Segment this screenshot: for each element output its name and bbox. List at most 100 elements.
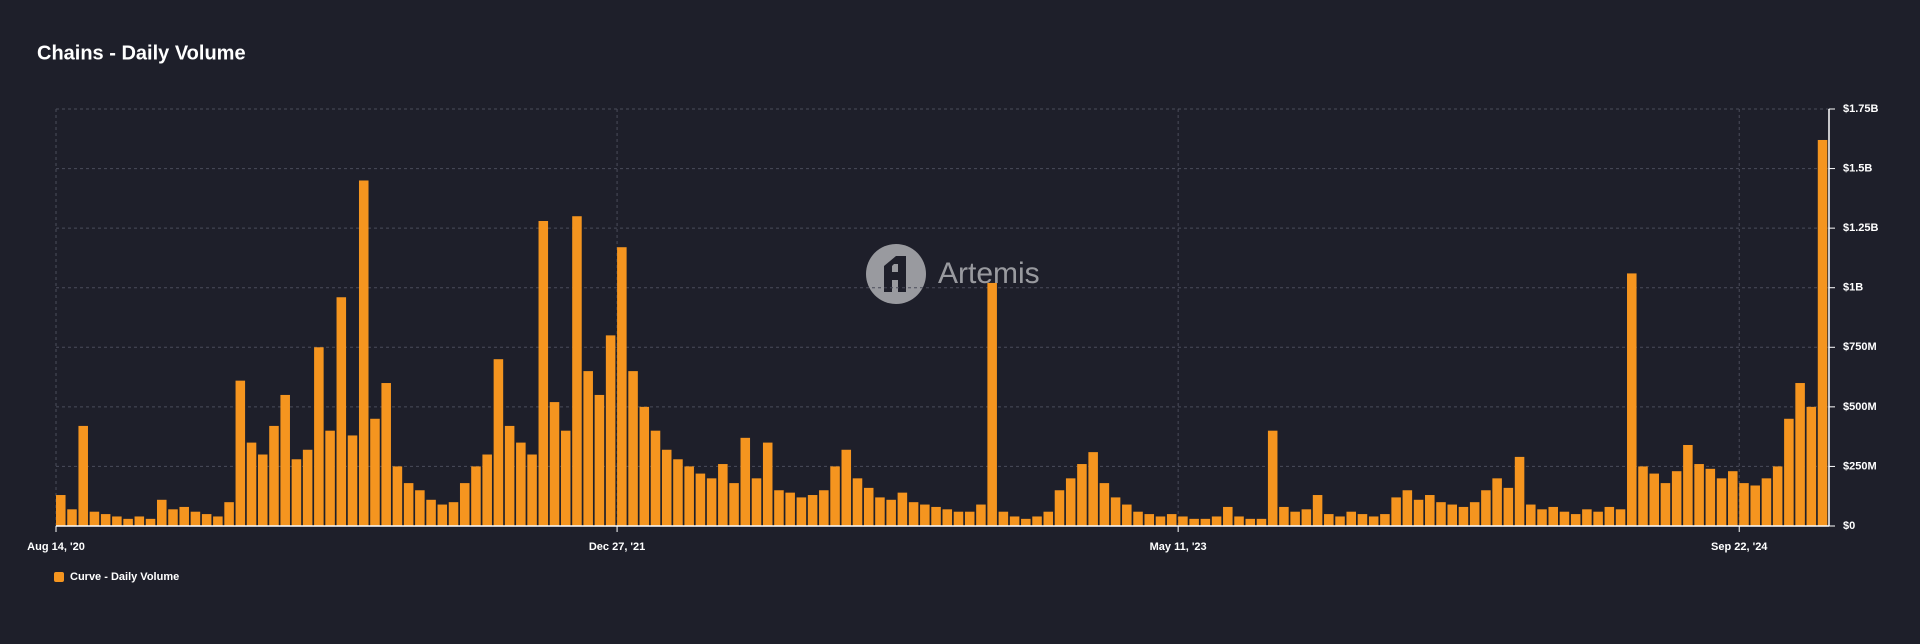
bar (953, 511, 964, 526)
bar (1290, 511, 1300, 526)
bar (1346, 511, 1357, 526)
bar (1380, 514, 1390, 526)
bar (729, 483, 739, 526)
bar (964, 511, 975, 526)
bar (1683, 444, 1693, 526)
bar (706, 478, 717, 526)
bar (1627, 273, 1637, 526)
bar (594, 394, 605, 526)
bar (1492, 478, 1502, 526)
bar (1817, 139, 1828, 526)
bar (403, 483, 414, 526)
bar (1806, 406, 1817, 526)
bar (358, 180, 369, 526)
bar (123, 518, 133, 526)
bar (1481, 490, 1491, 526)
y-tick-label: $500M (1843, 401, 1877, 413)
bar (1694, 464, 1704, 526)
bar (785, 492, 795, 526)
bar (830, 466, 840, 526)
bar (190, 511, 201, 526)
bar (1604, 506, 1615, 526)
bar (1144, 514, 1155, 526)
bar (1638, 466, 1648, 526)
bar (504, 425, 515, 526)
bar (751, 478, 762, 526)
bar (1458, 506, 1469, 526)
bar (291, 459, 302, 526)
bar (1526, 504, 1536, 526)
bar (931, 506, 941, 526)
bar (718, 464, 728, 526)
bar (280, 394, 290, 526)
bar (1425, 495, 1435, 526)
bar (1615, 509, 1626, 526)
bar (314, 347, 324, 526)
bar (381, 383, 391, 526)
bar (89, 511, 100, 526)
bar (1772, 466, 1783, 526)
bar (1021, 518, 1031, 526)
bar (201, 514, 212, 526)
bar (224, 502, 234, 526)
bar (1312, 495, 1323, 526)
y-tick-label: $1B (1843, 282, 1863, 294)
bar (516, 442, 526, 526)
bar (392, 466, 403, 526)
bar (1357, 514, 1368, 526)
bar (1705, 468, 1716, 526)
bar (1548, 506, 1559, 526)
bar (1189, 518, 1199, 526)
bar (56, 495, 66, 526)
bar (998, 511, 1009, 526)
bar (482, 454, 492, 526)
bar (650, 430, 661, 526)
bar (112, 516, 122, 526)
bar (1582, 509, 1592, 526)
bar (426, 499, 436, 526)
bar (1447, 504, 1458, 526)
bar (415, 490, 425, 526)
bar (78, 425, 88, 526)
bar (493, 359, 504, 526)
x-tick-label: May 11, '23 (1150, 541, 1207, 553)
bar (527, 454, 537, 526)
bar (145, 518, 156, 526)
bar (437, 504, 448, 526)
bar (1065, 478, 1076, 526)
bar (1032, 516, 1042, 526)
y-tick-label: $750M (1843, 341, 1877, 353)
y-tick-label: $1.5B (1843, 162, 1872, 174)
bar (1469, 502, 1480, 526)
bar (1335, 516, 1345, 526)
bar (863, 487, 874, 526)
bar (448, 502, 459, 526)
bar (1223, 506, 1233, 526)
bar (1267, 430, 1278, 526)
y-tick-label: $1.75B (1843, 103, 1879, 115)
bar (100, 514, 111, 526)
bar (886, 499, 896, 526)
bar (1077, 464, 1087, 526)
bar (796, 497, 807, 526)
bar (1110, 497, 1121, 526)
bar (67, 509, 77, 526)
bar (908, 502, 919, 526)
x-tick-label: Sep 22, '24 (1711, 541, 1768, 553)
y-tick-label: $0 (1843, 520, 1855, 532)
chart-title: Chains - Daily Volume (37, 42, 246, 64)
bar (1660, 483, 1671, 526)
bar (1009, 516, 1020, 526)
bar (1402, 490, 1413, 526)
bar (1795, 383, 1805, 526)
bar (1368, 516, 1379, 526)
bar (897, 492, 908, 526)
bar (1537, 509, 1547, 526)
legend-label: Curve - Daily Volume (70, 571, 179, 583)
bar (269, 425, 279, 526)
bar (1245, 518, 1256, 526)
bar (213, 516, 223, 526)
watermark: Artemis (866, 244, 1040, 304)
